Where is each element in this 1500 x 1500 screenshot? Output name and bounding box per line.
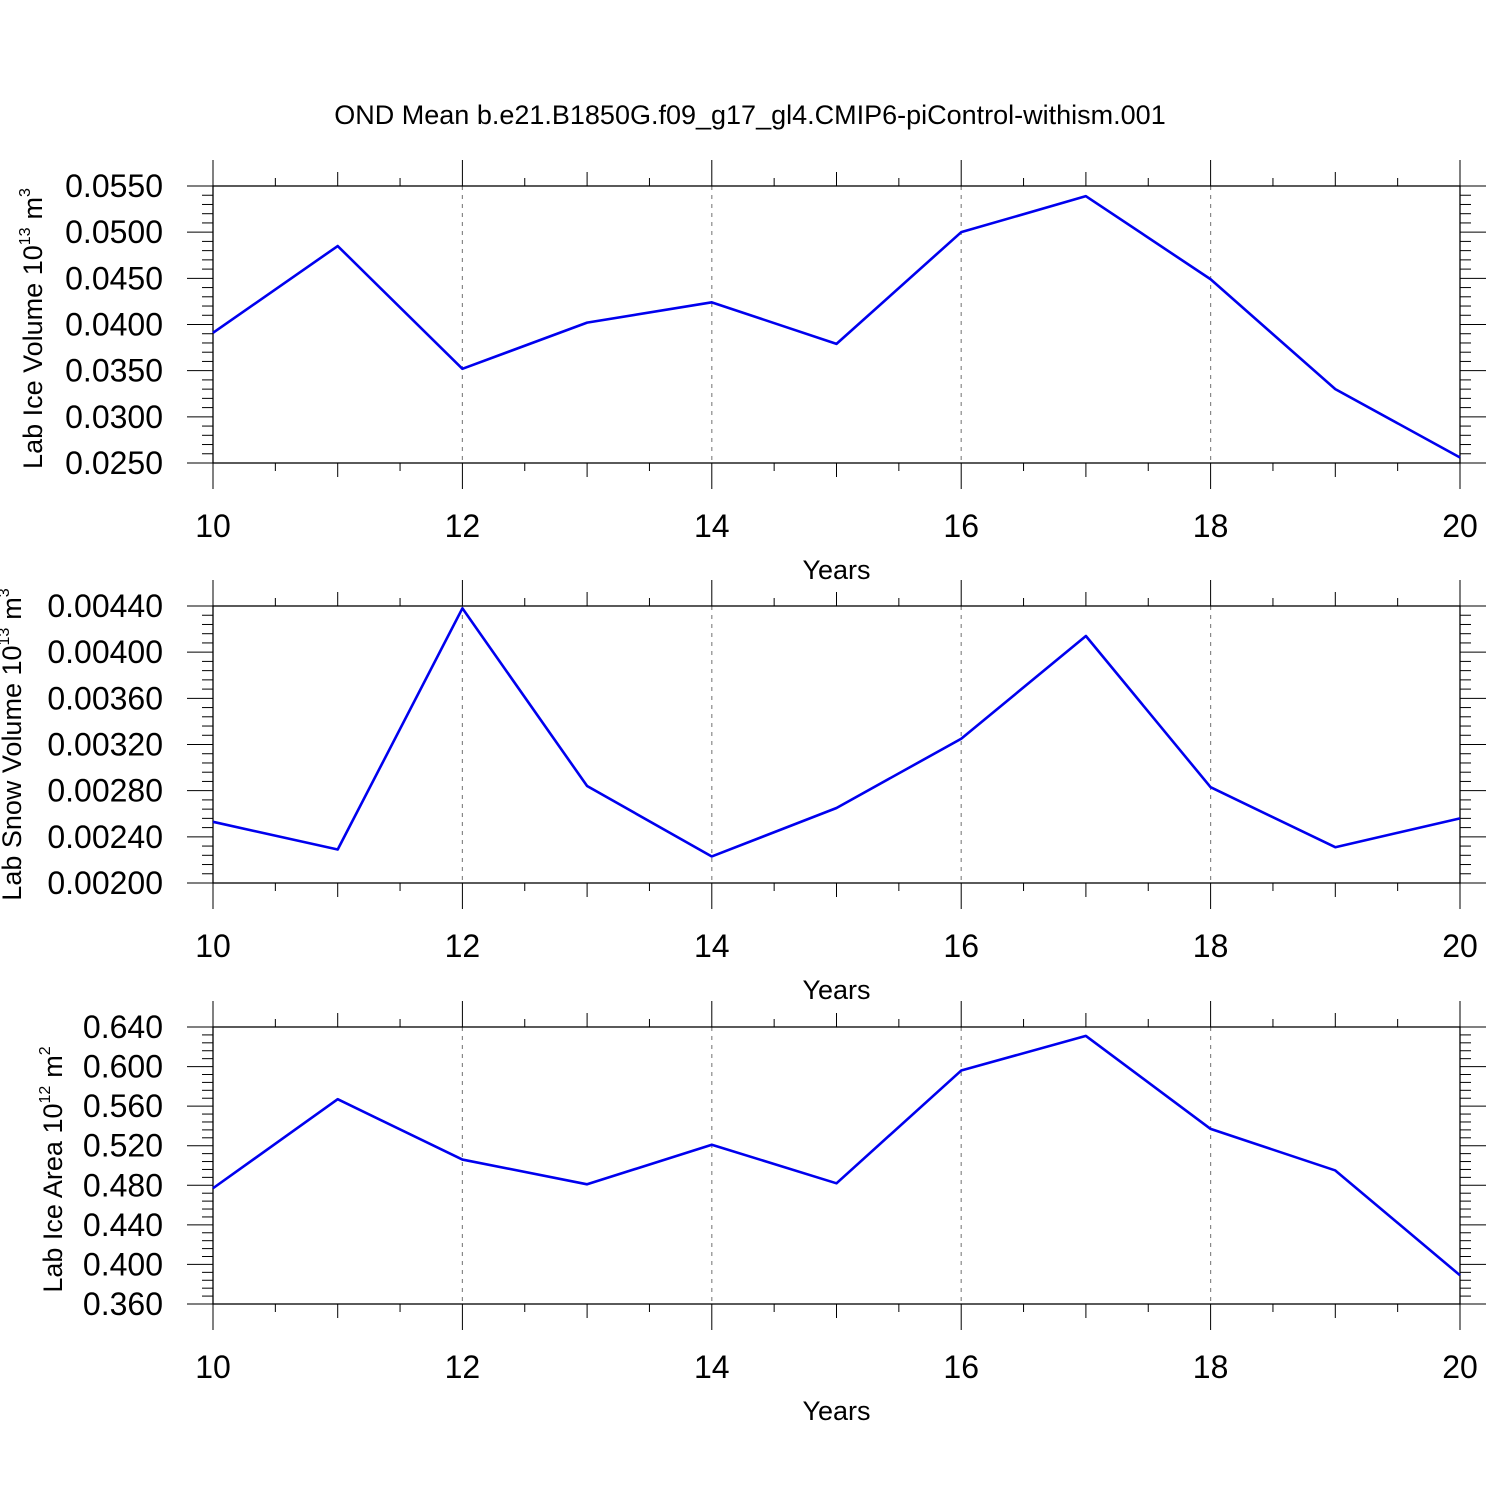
x-tick-label: 14 bbox=[694, 1349, 730, 1385]
y-tick-label: 0.560 bbox=[83, 1088, 163, 1124]
chart-panel-2: 10 12 14 16 18 20 0.00440 0.00400 0.00360 0.00320… bbox=[0, 580, 1486, 1005]
y-tick-label: 0.00400 bbox=[47, 634, 163, 670]
x-tick-label: 18 bbox=[1193, 1349, 1229, 1385]
panels: 10 12 14 16 18 20 0.0550 0.0500 0.0450 0.0400 0.03… bbox=[0, 160, 1486, 1426]
x-tick-label: 16 bbox=[943, 928, 979, 964]
y-tick-label: 0.400 bbox=[83, 1246, 163, 1282]
chart-panel-1: 10 12 14 16 18 20 0.0550 0.0500 0.0450 0.0400 0.03… bbox=[17, 160, 1486, 585]
y-axis-label-text: Lab Snow Volume 10 bbox=[0, 646, 27, 901]
y-tick-label: 0.00320 bbox=[47, 727, 163, 763]
y-axis-label-unit: m bbox=[38, 1055, 68, 1078]
y-tick-label: 0.440 bbox=[83, 1207, 163, 1243]
y-axis-label-unit-exponent: 3 bbox=[0, 588, 13, 597]
y-axis-label-exponent: 13 bbox=[0, 628, 13, 646]
x-axis-label: Years bbox=[802, 555, 870, 585]
x-tick-label: 10 bbox=[195, 1349, 231, 1385]
y-tick-label: 0.0550 bbox=[65, 168, 163, 204]
y-tick-label: 0.00200 bbox=[47, 865, 163, 901]
y-tick-label: 0.00440 bbox=[47, 588, 163, 624]
y-tick-label: 0.0300 bbox=[65, 399, 163, 435]
y-tick-label: 0.0450 bbox=[65, 260, 163, 296]
x-tick-label: 14 bbox=[694, 508, 730, 544]
y-axis-label: Lab Ice Area 1012 m2 bbox=[37, 1046, 68, 1292]
series-line bbox=[212, 1034, 1461, 1277]
x-tick-label: 20 bbox=[1442, 508, 1478, 544]
y-tick-label: 0.600 bbox=[83, 1049, 163, 1085]
y-tick-label: 0.0250 bbox=[65, 445, 163, 481]
x-tick-label: 10 bbox=[195, 508, 231, 544]
y-axis-label-unit-exponent: 3 bbox=[17, 188, 34, 197]
x-tick-label: 18 bbox=[1193, 508, 1229, 544]
y-axis-label-unit: m bbox=[0, 597, 27, 620]
y-axis-label-text: Lab Ice Area 10 bbox=[38, 1104, 68, 1293]
y-tick-label: 0.480 bbox=[83, 1167, 163, 1203]
x-tick-label: 18 bbox=[1193, 928, 1229, 964]
y-tick-label: 0.00360 bbox=[47, 680, 163, 716]
series-line bbox=[212, 194, 1461, 459]
y-axis-label-exponent: 13 bbox=[17, 227, 34, 245]
x-axis-label: Years bbox=[802, 1396, 870, 1426]
y-tick-label: 0.0350 bbox=[65, 353, 163, 389]
x-tick-label: 12 bbox=[445, 928, 481, 964]
y-tick-label: 0.640 bbox=[83, 1009, 163, 1045]
x-tick-label: 20 bbox=[1442, 928, 1478, 964]
x-tick-label: 10 bbox=[195, 928, 231, 964]
y-tick-label: 0.520 bbox=[83, 1128, 163, 1164]
y-axis-label-unit: m bbox=[18, 197, 48, 220]
x-tick-label: 12 bbox=[445, 508, 481, 544]
y-axis-label: Lab Ice Volume 1013 m3 bbox=[17, 188, 48, 469]
x-tick-label: 12 bbox=[445, 1349, 481, 1385]
figure-title: OND Mean b.e21.B1850G.f09_g17_gl4.CMIP6-… bbox=[334, 100, 1165, 130]
y-tick-label: 0.360 bbox=[83, 1286, 163, 1322]
x-tick-label: 16 bbox=[943, 508, 979, 544]
x-axis-label: Years bbox=[802, 975, 870, 1005]
y-tick-label: 0.0500 bbox=[65, 214, 163, 250]
y-axis-label-text: Lab Ice Volume 10 bbox=[18, 245, 48, 469]
plot-frame bbox=[212, 605, 1461, 884]
y-axis-label-unit-exponent: 2 bbox=[37, 1046, 54, 1055]
plot-frame bbox=[212, 1026, 1461, 1305]
y-axis-label-exponent: 12 bbox=[37, 1086, 54, 1104]
x-tick-label: 20 bbox=[1442, 1349, 1478, 1385]
x-tick-label: 14 bbox=[694, 928, 730, 964]
plot-frame bbox=[212, 185, 1461, 464]
y-axis-label: Lab Snow Volume 1013 m3 bbox=[0, 588, 27, 900]
y-tick-label: 0.0400 bbox=[65, 307, 163, 343]
y-tick-label: 0.00280 bbox=[47, 773, 163, 809]
x-tick-label: 16 bbox=[943, 1349, 979, 1385]
y-tick-label: 0.00240 bbox=[47, 819, 163, 855]
series-line bbox=[212, 607, 1461, 858]
